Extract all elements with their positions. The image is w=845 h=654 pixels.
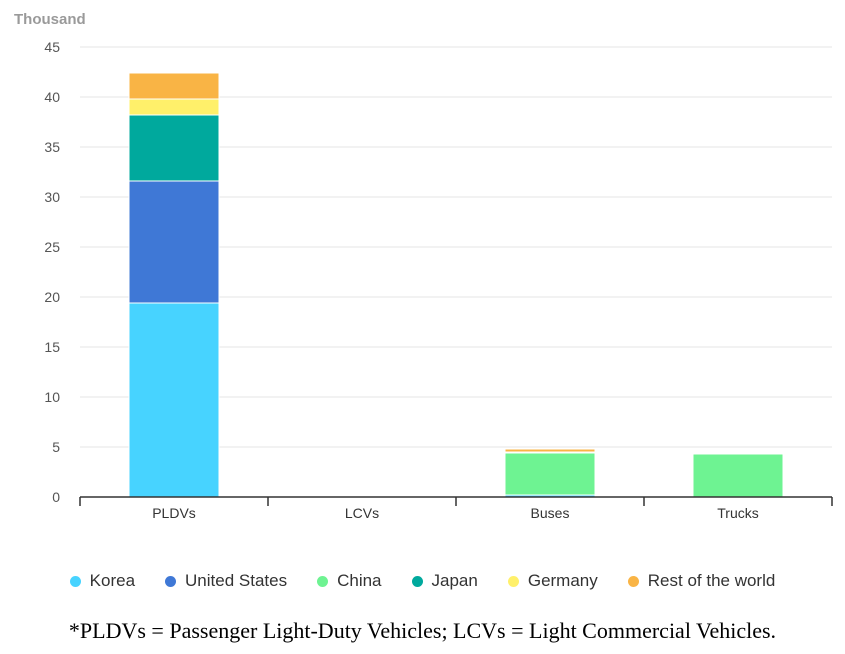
legend-item[interactable]: Rest of the world [627,571,776,591]
bar-segment [128,180,220,304]
bar-segment [128,72,220,100]
x-tick-label: PLDVs [152,505,196,521]
legend-swatch [627,575,639,587]
legend-label: China [337,571,382,590]
legend-item[interactable]: Germany [507,571,598,591]
bar-segment [504,448,596,453]
y-tick-label: 25 [44,239,60,255]
legend-swatch [507,575,519,587]
legend-label: Korea [89,571,136,590]
legend-item[interactable]: United States [165,571,287,591]
x-axis: PLDVs LCVs Buses Trucks [79,496,833,521]
bar-segment [692,453,784,498]
y-tick-label: 15 [44,339,60,355]
y-tick-label: 0 [52,489,60,505]
legend-swatch [69,575,81,587]
bar-segment [128,302,220,498]
legend-swatch [317,575,329,587]
bar-segment [504,452,596,496]
bar-segment [128,114,220,182]
legend-item[interactable]: Korea [69,571,136,591]
legend-swatch [165,575,177,587]
legend-label: Rest of the world [647,571,776,590]
x-tick-label: Trucks [717,505,758,521]
legend-label: United States [185,571,288,590]
bars [128,72,784,498]
legend: Korea United States China Japan Germany Rest … [0,566,845,596]
y-tick-label: 45 [44,39,60,55]
footnote: *PLDVs = Passenger Light-Duty Vehicles; … [68,618,777,643]
bar-segment [128,98,220,116]
legend-item[interactable]: China [317,571,382,591]
y-tick-label: 40 [44,89,60,105]
y-tick-label: 10 [44,389,60,405]
y-tick-label: 20 [44,289,60,305]
legend-swatch [411,575,423,587]
y-tick-label: 30 [44,189,60,205]
y-axis-ticks: 0 5 10 15 20 25 30 35 40 45 [44,39,60,505]
y-unit-label: Thousand [14,11,86,28]
legend-label: Japan [431,571,478,590]
legend-label: Germany [527,571,598,590]
legend-item[interactable]: Japan [411,571,478,591]
y-tick-label: 5 [52,439,60,455]
x-tick-label: Buses [531,505,570,521]
y-tick-label: 35 [44,139,60,155]
stacked-bar-chart: Thousand 0 5 10 15 20 25 30 35 40 45 PLDVs LCVs Bus… [14,11,833,521]
x-tick-label: LCVs [345,505,379,521]
